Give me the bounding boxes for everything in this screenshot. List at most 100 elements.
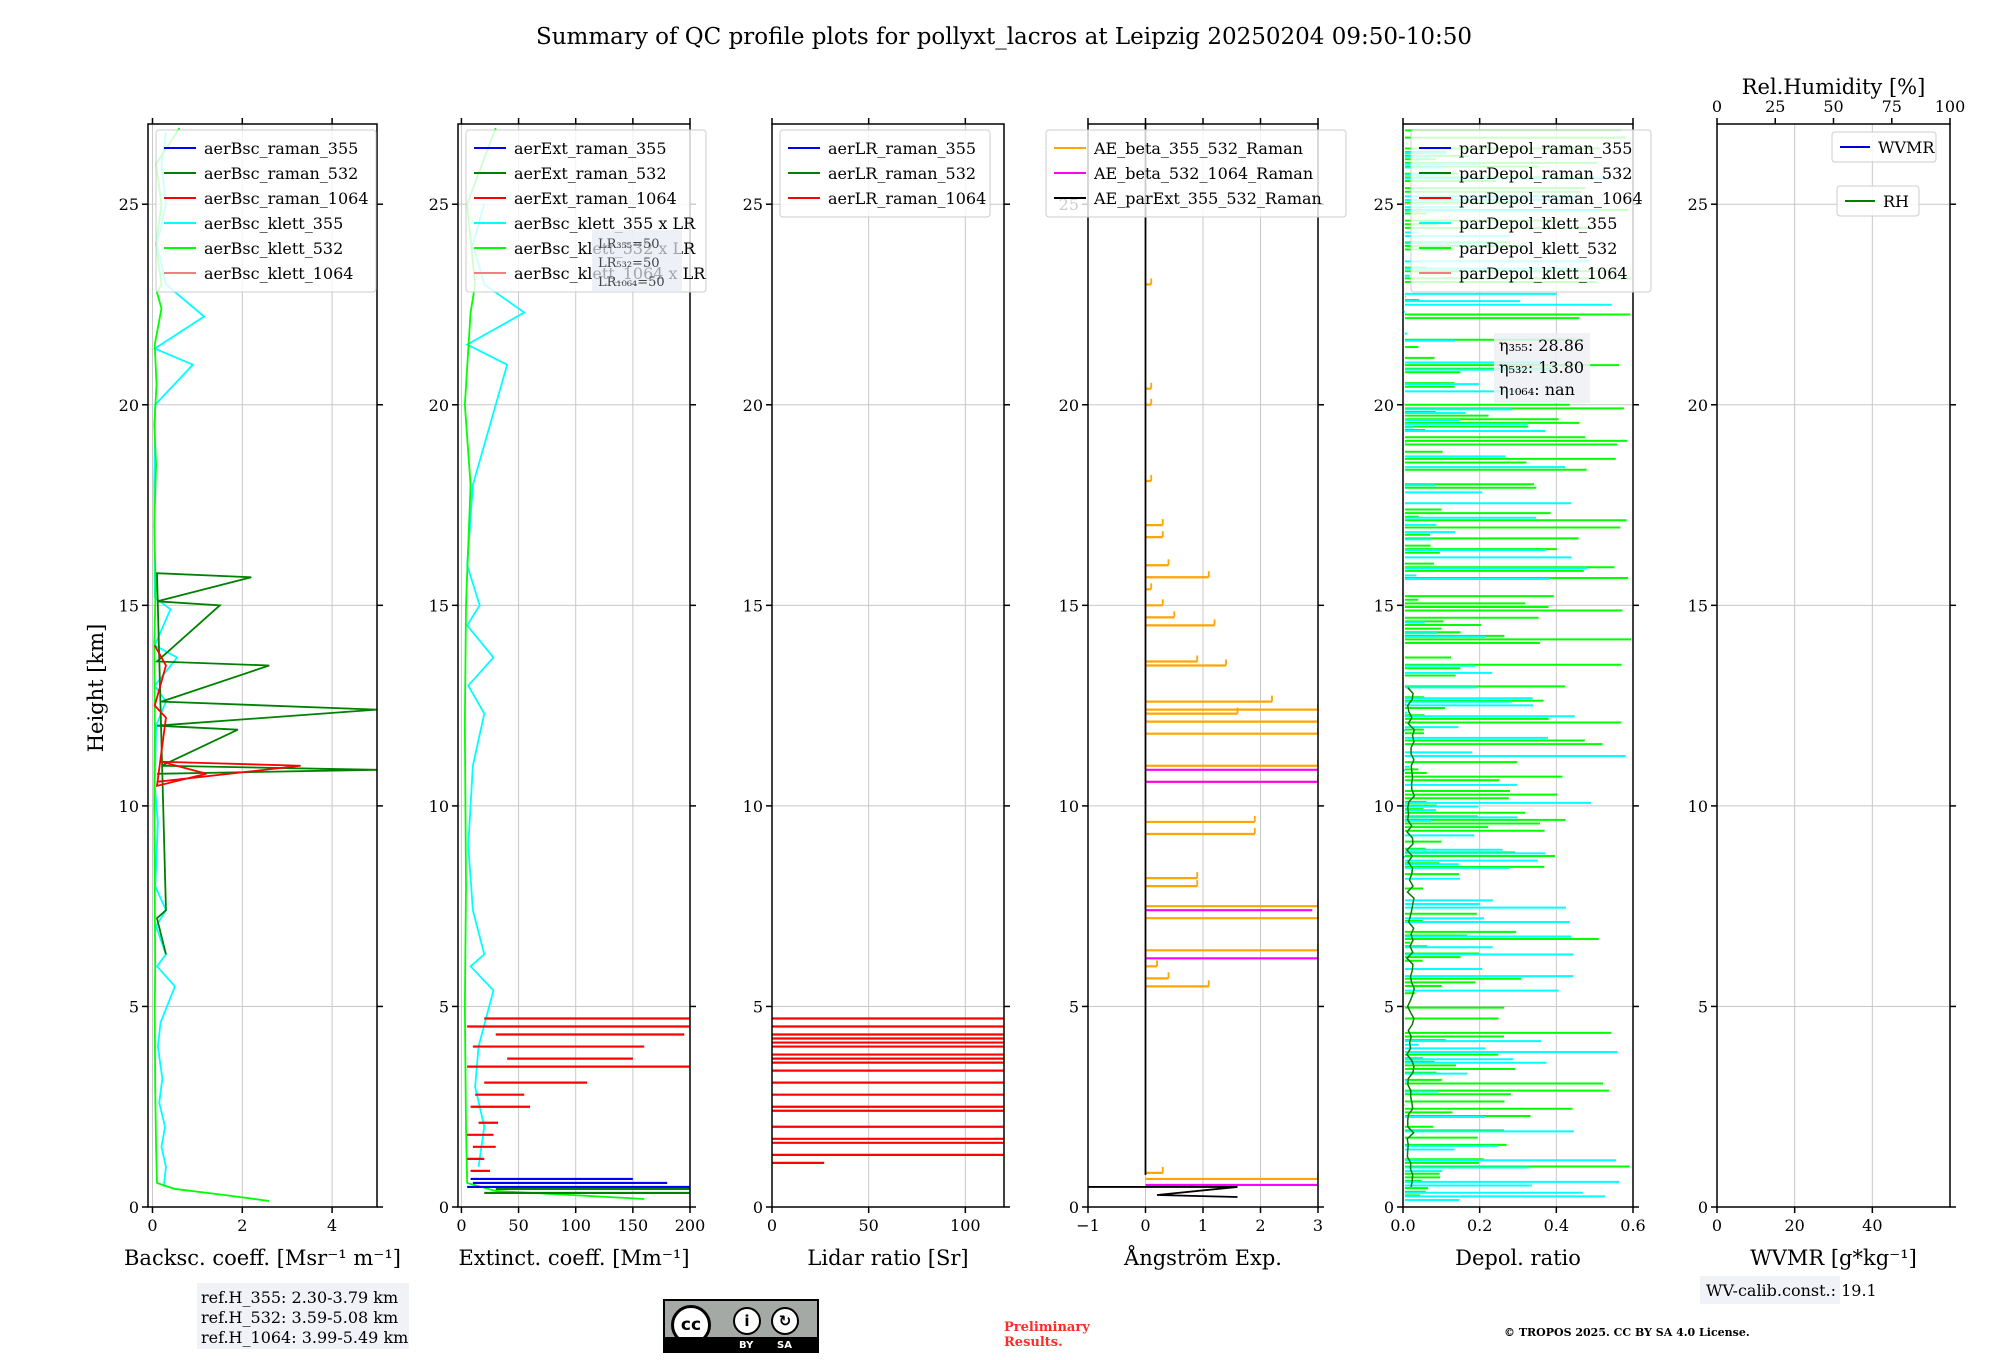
y-tick-label: 25 bbox=[429, 195, 449, 214]
y-tick-label: 10 bbox=[119, 797, 139, 816]
legend-label: parDepol_klett_532 bbox=[1459, 239, 1617, 258]
legend-label: aerBsc_klett_355 bbox=[204, 214, 343, 233]
legend-label: parDepol_raman_1064 bbox=[1459, 189, 1643, 208]
y-tick-label: 15 bbox=[1059, 596, 1079, 615]
lrbox-bg bbox=[592, 230, 682, 292]
top-axis-label: Rel.Humidity [%] bbox=[1742, 75, 1926, 99]
x-tick-label: 1 bbox=[1198, 1216, 1208, 1235]
axes-frame bbox=[1087, 123, 1319, 1208]
legend-label: AE_beta_532_1064_Raman bbox=[1093, 164, 1313, 183]
legend-box bbox=[155, 129, 377, 293]
refbox-line: ref.H_355: 2.30-3.79 km bbox=[201, 1288, 398, 1307]
x-tick-label: 150 bbox=[618, 1216, 649, 1235]
x-tick-label: 4 bbox=[327, 1216, 337, 1235]
etabox-line: η₃₅₅: 28.86 bbox=[1499, 336, 1584, 355]
top-tick-label: 50 bbox=[1823, 97, 1843, 116]
legend-label: aerExt_raman_355 bbox=[514, 139, 667, 158]
x-tick-label: 50 bbox=[858, 1216, 878, 1235]
legend-label: aerBsc_raman_1064 bbox=[204, 189, 369, 208]
top-tick-label: 25 bbox=[1765, 97, 1785, 116]
panel-6: 0 5 10 15 20 25 0 20 40 WVMR [g*kg⁻¹] Rel.Humidity… bbox=[1688, 75, 1966, 1304]
x-axis-label: Ångström Exp. bbox=[1123, 1245, 1282, 1270]
figure-title: Summary of QC profile plots for pollyxt_… bbox=[536, 24, 1472, 50]
panel-3: 0 5 10 15 20 25 0 50 100 Lidar ratio [Sr] aerLR_ra… bbox=[743, 118, 1010, 1270]
y-tick-label: 15 bbox=[743, 596, 763, 615]
etabox-bg bbox=[1494, 333, 1590, 403]
axes-frame bbox=[1716, 123, 1951, 1208]
x-tick-label: 0.2 bbox=[1467, 1216, 1492, 1235]
legend-box bbox=[1410, 129, 1652, 293]
refbox-bg bbox=[197, 1283, 409, 1349]
axes-frame bbox=[1402, 123, 1634, 1208]
cc-strip bbox=[665, 1337, 817, 1351]
panel-5: 0 5 10 15 20 25 0.0 0.2 0.4 0.6 Depol. ratio parDep… bbox=[1374, 118, 1652, 1270]
x-tick-label: 0 bbox=[767, 1216, 777, 1235]
cc-sa-label: SA bbox=[777, 1340, 792, 1351]
person-icon: i bbox=[733, 1307, 761, 1335]
y-tick-label: 15 bbox=[1688, 596, 1708, 615]
x-tick-label: 3 bbox=[1313, 1216, 1323, 1235]
y-tick-label: 10 bbox=[1059, 797, 1079, 816]
legend-label: aerExt_raman_1064 bbox=[514, 189, 677, 208]
x-tick-label: 0.0 bbox=[1390, 1216, 1415, 1235]
y-tick-label: 0 bbox=[1384, 1198, 1394, 1217]
panel-2: 0 5 10 15 20 25 0 50 100 150 200 Extinct. coeff. [M… bbox=[429, 118, 707, 1270]
series-aerBsc_klett_355 x LR bbox=[465, 203, 526, 1168]
legend-box bbox=[1836, 185, 1920, 217]
x-tick-label: 20 bbox=[1784, 1216, 1804, 1235]
y-tick-label: 20 bbox=[1688, 396, 1708, 415]
legend-label: AE_parExt_355_532_Raman bbox=[1093, 189, 1322, 208]
x-axis-label: Depol. ratio bbox=[1455, 1246, 1581, 1270]
y-tick-label: 25 bbox=[1374, 195, 1394, 214]
series-aerBsc_raman_532 bbox=[154, 572, 377, 955]
legend-label: parDepol_klett_355 bbox=[1459, 214, 1617, 233]
x-axis-label: Backsc. coeff. [Msr⁻¹ m⁻¹] bbox=[124, 1246, 401, 1270]
legend-box bbox=[1831, 131, 1937, 163]
axes-frame bbox=[457, 123, 691, 1208]
y-tick-label: 25 bbox=[743, 195, 763, 214]
preliminary-note: Preliminary Results. bbox=[1004, 1320, 1090, 1350]
y-tick-label: 20 bbox=[429, 396, 449, 415]
y-tick-label: 15 bbox=[1374, 596, 1394, 615]
legend-label: aerBsc_klett_532 bbox=[204, 239, 343, 258]
top-tick-label: 100 bbox=[1935, 97, 1966, 116]
panel-1: 0 5 10 15 20 25 0 2 4 Backsc. coeff. [Msr⁻¹ m⁻¹] a… bbox=[119, 118, 409, 1349]
refbox-line: ref.H_1064: 3.99-5.49 km bbox=[201, 1328, 408, 1347]
legend-label: aerBsc_klett_1064 bbox=[204, 264, 353, 283]
cc-license-badge[interactable]: cc i ↻ BY SA bbox=[663, 1299, 819, 1353]
cc-by-label: BY bbox=[739, 1340, 754, 1351]
y-tick-label: 10 bbox=[1374, 797, 1394, 816]
lrbox-line: LR₅₃₂=50 bbox=[598, 256, 660, 271]
x-axis-label: WVMR [g*kg⁻¹] bbox=[1750, 1246, 1917, 1270]
legend-label: aerLR_raman_532 bbox=[828, 164, 976, 183]
y-tick-label: 5 bbox=[1698, 997, 1708, 1016]
legend-label: parDepol_raman_355 bbox=[1459, 139, 1632, 158]
series-extra bbox=[1088, 1186, 1238, 1198]
x-tick-label: 0 bbox=[456, 1216, 466, 1235]
x-tick-label: −1 bbox=[1076, 1216, 1100, 1235]
x-tick-label: 0.6 bbox=[1620, 1216, 1645, 1235]
lrbox-line: LR₃₅₅=50 bbox=[598, 237, 660, 252]
depol-raman-532 bbox=[1405, 687, 1416, 1188]
share-alike-icon: ↻ bbox=[771, 1307, 799, 1335]
y-tick-label: 5 bbox=[129, 997, 139, 1016]
axes-frame bbox=[147, 123, 378, 1208]
y-tick-label: 0 bbox=[129, 1198, 139, 1217]
legend-label: parDepol_raman_532 bbox=[1459, 164, 1632, 183]
legend-label: aerLR_raman_355 bbox=[828, 139, 976, 158]
y-tick-label: 10 bbox=[429, 797, 449, 816]
y-tick-label: 0 bbox=[439, 1198, 449, 1217]
y-axis-label: Height [km] bbox=[84, 624, 108, 753]
x-tick-label: 40 bbox=[1862, 1216, 1882, 1235]
x-tick-label: 100 bbox=[950, 1216, 981, 1235]
y-tick-label: 0 bbox=[1698, 1198, 1708, 1217]
top-tick-label: 0 bbox=[1712, 97, 1722, 116]
y-tick-label: 10 bbox=[1688, 797, 1708, 816]
y-tick-label: 0 bbox=[1069, 1198, 1079, 1217]
y-tick-label: 10 bbox=[743, 797, 763, 816]
legend-box bbox=[1045, 129, 1347, 218]
y-tick-label: 5 bbox=[1384, 997, 1394, 1016]
